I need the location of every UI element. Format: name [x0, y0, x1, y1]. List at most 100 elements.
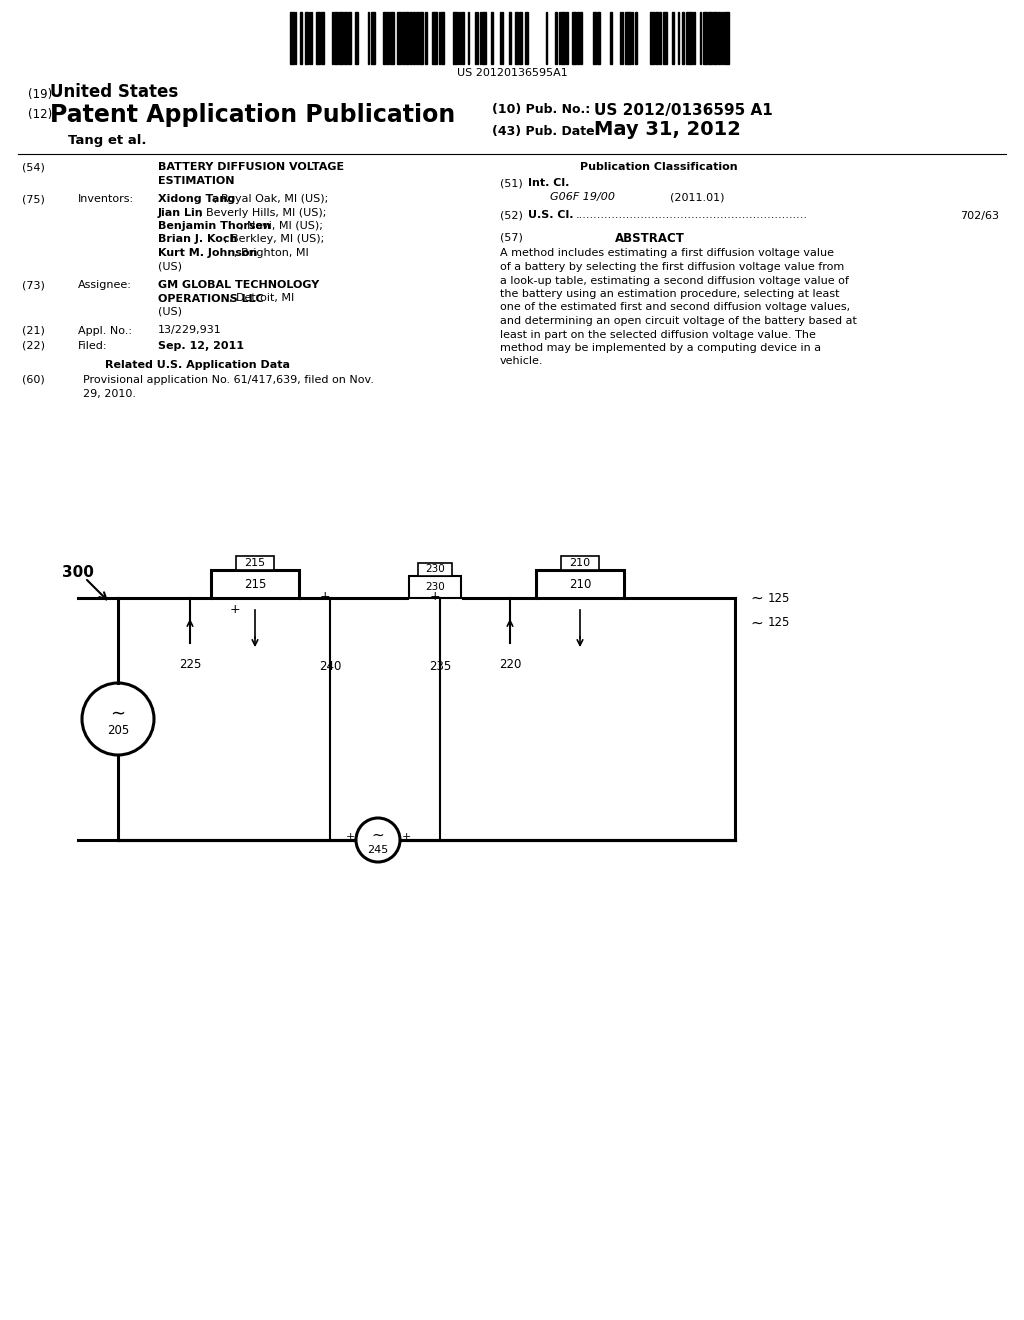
Text: +: + [319, 590, 331, 603]
Text: +: + [229, 603, 241, 616]
Text: ∼: ∼ [750, 615, 763, 631]
Text: (19): (19) [28, 88, 52, 102]
Bar [332, 12, 333, 63]
Bar [682, 12, 683, 63]
Text: method may be implemented by a computing device in a: method may be implemented by a computing… [500, 343, 821, 352]
Text: 240: 240 [318, 660, 341, 673]
Bar [410, 12, 412, 63]
Text: Provisional application No. 61/417,639, filed on Nov.: Provisional application No. 61/417,639, … [83, 375, 374, 385]
Text: (21): (21) [22, 326, 45, 335]
Text: a look-up table, estimating a second diffusion voltage value of: a look-up table, estimating a second dif… [500, 276, 849, 285]
Bar [659, 12, 662, 63]
Bar [305, 12, 308, 63]
Text: Publication Classification: Publication Classification [580, 162, 737, 172]
Text: May 31, 2012: May 31, 2012 [594, 120, 741, 139]
Text: 210: 210 [568, 578, 591, 590]
Bar [597, 12, 600, 63]
Bar [211, 570, 299, 598]
Bar [453, 12, 457, 63]
Text: (US): (US) [158, 261, 182, 272]
Text: ABSTRACT: ABSTRACT [615, 232, 685, 246]
Bar [355, 12, 358, 63]
Text: (43) Pub. Date:: (43) Pub. Date: [492, 125, 600, 139]
Bar [693, 12, 695, 63]
Bar [713, 12, 717, 63]
Bar [580, 12, 582, 63]
Bar [368, 12, 369, 63]
Text: GM GLOBAL TECHNOLOGY: GM GLOBAL TECHNOLOGY [158, 280, 319, 290]
Bar [419, 12, 423, 63]
Text: +: + [401, 832, 411, 842]
Text: 215: 215 [244, 578, 266, 590]
Bar [610, 12, 612, 63]
Bar [344, 12, 347, 63]
Text: +: + [345, 832, 354, 842]
Text: Int. Cl.: Int. Cl. [528, 178, 569, 189]
Bar [672, 12, 674, 63]
Text: US 20120136595A1: US 20120136595A1 [457, 69, 567, 78]
Text: 230: 230 [425, 565, 444, 574]
Text: Inventors:: Inventors: [78, 194, 134, 205]
Bar [416, 12, 418, 63]
Text: vehicle.: vehicle. [500, 356, 544, 367]
Text: , Berkley, MI (US);: , Berkley, MI (US); [224, 235, 325, 244]
Bar [702, 12, 707, 63]
Bar [434, 12, 437, 63]
Text: United States: United States [50, 83, 178, 102]
Text: of a battery by selecting the first diffusion voltage value from: of a battery by selecting the first diff… [500, 261, 844, 272]
Bar [518, 12, 521, 63]
Bar [348, 12, 351, 63]
Bar [625, 12, 629, 63]
Text: Brian J. Koch: Brian J. Koch [158, 235, 238, 244]
Bar [663, 12, 667, 63]
Bar [321, 12, 324, 63]
Text: US 2012/0136595 A1: US 2012/0136595 A1 [594, 103, 773, 117]
Text: 230: 230 [425, 582, 444, 591]
Text: (10) Pub. No.:: (10) Pub. No.: [492, 103, 590, 116]
Bar [629, 12, 631, 63]
Bar [718, 12, 720, 63]
Bar [476, 12, 478, 63]
Bar [555, 12, 557, 63]
Bar [490, 12, 493, 63]
Bar [572, 12, 575, 63]
Circle shape [356, 818, 400, 862]
Text: least in part on the selected diffusion voltage value. The: least in part on the selected diffusion … [500, 330, 816, 339]
Text: Benjamin Thorsen: Benjamin Thorsen [158, 220, 271, 231]
Text: (73): (73) [22, 280, 45, 290]
Text: (52): (52) [500, 210, 523, 220]
Text: 215: 215 [245, 558, 265, 568]
Text: OPERATIONS LLC: OPERATIONS LLC [158, 293, 264, 304]
Bar [413, 12, 415, 63]
Bar [482, 12, 486, 63]
Text: 29, 2010.: 29, 2010. [83, 388, 136, 399]
Bar [509, 12, 511, 63]
Text: Xidong Tang: Xidong Tang [158, 194, 236, 205]
Bar [468, 12, 469, 63]
Bar [440, 12, 443, 63]
Bar [404, 12, 409, 63]
Text: (75): (75) [22, 194, 45, 205]
Text: Related U.S. Application Data: Related U.S. Application Data [105, 359, 290, 370]
Text: ∼: ∼ [372, 828, 384, 842]
Bar [524, 12, 527, 63]
Text: (51): (51) [500, 178, 522, 189]
Bar [635, 12, 637, 63]
Bar [409, 576, 461, 598]
Text: ................................................................: ........................................… [575, 210, 808, 220]
Text: , Detroit, MI: , Detroit, MI [229, 293, 295, 304]
Text: Appl. No.:: Appl. No.: [78, 326, 132, 335]
Bar [561, 12, 565, 63]
Text: 210: 210 [569, 558, 591, 568]
Bar [593, 12, 595, 63]
Bar [397, 12, 401, 63]
Text: Kurt M. Johnson: Kurt M. Johnson [158, 248, 257, 257]
Bar [418, 564, 452, 576]
Bar [387, 12, 389, 63]
Bar [577, 12, 579, 63]
Text: (57): (57) [500, 232, 523, 242]
Text: 220: 220 [499, 657, 521, 671]
Text: (60): (60) [22, 375, 45, 385]
Bar [561, 556, 599, 570]
Text: ∼: ∼ [111, 705, 126, 723]
